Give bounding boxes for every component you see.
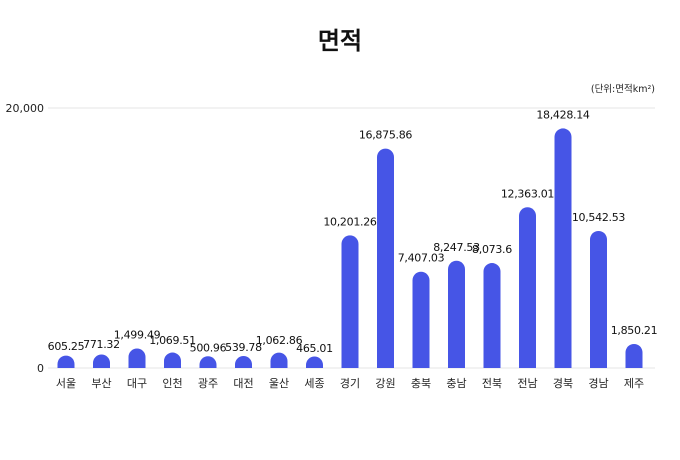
category-label: 충남: [446, 377, 466, 390]
bar: [199, 356, 217, 368]
category-label: 전북: [482, 377, 502, 390]
category-label: 세종: [304, 377, 324, 390]
bar-value-label: 8,247.53: [433, 241, 480, 254]
bar-value-label: 8,073.6: [472, 243, 512, 256]
bar: [377, 148, 394, 368]
category-label: 대구: [127, 377, 147, 390]
bar: [590, 230, 607, 368]
bar-value-label: 18,428.14: [536, 108, 590, 121]
category-label: 경기: [340, 377, 360, 390]
bar-value-label: 1,850.21: [611, 324, 658, 337]
category-label: 제주: [624, 377, 644, 390]
category-labels: 서울 부산 대구 인천 광주 대전 울산 세종 경기 강원 충북 충남 전북 전남 경북 경남 제주: [56, 376, 644, 390]
y-tick-label: 20,000: [6, 102, 45, 115]
category-label: 대전: [233, 377, 253, 390]
bar-value-label: 1,062.86: [256, 334, 303, 347]
bar: [554, 128, 572, 368]
bar: [93, 354, 110, 368]
bar: [306, 356, 323, 368]
bar-value-label: 771.32: [83, 338, 120, 351]
category-label: 인천: [162, 376, 182, 390]
bar: [270, 352, 288, 368]
bar: [235, 355, 252, 368]
bar-value-label: 605.25: [48, 340, 85, 353]
category-label: 울산: [269, 377, 289, 390]
bar: [57, 355, 75, 368]
bar-value-label: 1,069.51: [149, 334, 196, 347]
bar: [128, 348, 146, 368]
category-label: 강원: [375, 377, 395, 390]
category-label: 충북: [411, 377, 431, 390]
bar-value-label: 7,407.03: [398, 252, 445, 265]
y-tick-label: 0: [37, 362, 44, 375]
chart-title: 면적: [318, 27, 362, 55]
category-label: 서울: [56, 377, 76, 390]
bar: [412, 271, 430, 368]
bar-value-label: 10,542.53: [572, 211, 626, 224]
bar-value-label: 12,363.01: [501, 187, 554, 200]
category-label: 부산: [91, 377, 111, 390]
bar: [448, 260, 465, 368]
bars: [57, 128, 643, 368]
bar-value-label: 1,499.49: [114, 329, 161, 342]
y-axis-ticks: 0 20,000: [6, 102, 45, 375]
category-label: 광주: [198, 377, 218, 390]
bar: [341, 235, 359, 368]
category-label: 경남: [588, 377, 608, 390]
category-label: 전남: [517, 377, 537, 390]
bar-value-label: 500.96: [190, 341, 227, 354]
bar-value-label: 10,201.26: [323, 215, 377, 228]
bar-value-label: 16,875.86: [359, 129, 413, 142]
bar: [483, 263, 501, 368]
unit-label: (단위:면적km²): [591, 83, 655, 95]
bar: [164, 352, 181, 368]
bar: [625, 343, 643, 368]
category-label: 경북: [553, 377, 573, 390]
value-labels: 605.25771.321,499.491,069.51500.96539.78…: [48, 108, 658, 355]
bar-value-label: 465.01: [296, 342, 333, 355]
bar-value-label: 539.78: [225, 341, 262, 354]
bar: [519, 207, 536, 368]
